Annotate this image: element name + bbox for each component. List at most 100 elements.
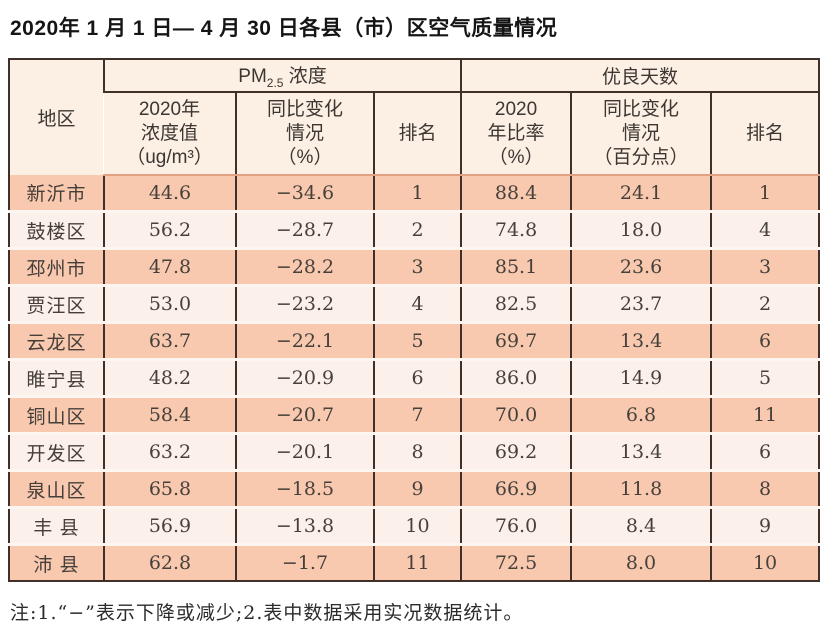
pm-change-cell: −13.8 [235,506,374,545]
pm-concentration-cell: 63.2 [103,432,236,471]
good-days-change-cell: 14.9 [570,358,712,397]
pm-rank-cell: 10 [372,506,462,545]
good-days-change-cell: 8.0 [570,543,712,581]
pm25-rank-header: 排名 [372,92,462,176]
pm-concentration-cell: 56.2 [103,210,236,249]
pm25-label: PM2.5 浓度 [238,66,327,90]
pm-change-cell: −20.7 [235,395,374,434]
region-cell: 新沂市 [9,175,104,212]
good-days-change-cell: 23.7 [570,284,712,323]
good-days-rank-cell: 6 [710,432,820,471]
pm-change-cell: −28.7 [235,210,374,249]
good-days-rate-cell: 76.0 [460,506,572,545]
region-cell: 云龙区 [9,321,104,360]
region-cell: 邳州市 [9,247,104,286]
good-days-change-cell: 13.4 [570,432,712,471]
pm-concentration-cell: 58.4 [103,395,236,434]
good-days-rank-cell: 2 [710,284,820,323]
pm-concentration-cell: 62.8 [103,543,236,581]
good-days-rate-cell: 85.1 [460,247,572,286]
pm-concentration-cell: 56.9 [103,506,236,545]
region-cell: 贾汪区 [9,284,104,323]
good-days-rate-cell: 70.0 [460,395,572,434]
table-row: 云龙区 63.7 −22.1 5 69.7 13.4 6 [9,321,820,360]
region-cell: 沛 县 [9,543,104,581]
pm-rank-cell: 6 [372,358,462,397]
pm-rank-cell: 7 [372,395,462,434]
good-days-rank-cell: 11 [710,395,820,434]
sub-header-row: 2020年 浓度值 （ug/m³） 同比变化 情况 （%） 排名 2020 年比率 （%） … [9,92,820,176]
pm-change-cell: −22.1 [235,321,374,360]
good-days-rate-cell: 82.5 [460,284,572,323]
region-cell: 泉山区 [9,469,104,508]
good-days-change-cell: 23.6 [570,247,712,286]
pm-change-cell: −20.1 [235,432,374,471]
table-row: 沛 县 62.8 −1.7 11 72.5 8.0 10 [9,543,820,581]
good-days-rank-cell: 9 [710,506,820,545]
pm-concentration-cell: 63.7 [103,321,236,360]
table-row: 开发区 63.2 −20.1 8 69.2 13.4 6 [9,432,820,471]
pm-concentration-cell: 65.8 [103,469,236,508]
pm-concentration-cell: 53.0 [103,284,236,323]
good-days-change-cell: 8.4 [570,506,712,545]
pm-concentration-cell: 47.8 [103,247,236,286]
good-days-rank-cell: 5 [710,358,820,397]
pm-rank-cell: 4 [372,284,462,323]
good-days-change-cell: 24.1 [570,175,712,212]
table-row: 邳州市 47.8 −28.2 3 85.1 23.6 3 [9,247,820,286]
pm-rank-cell: 2 [372,210,462,249]
air-quality-table: 地区 PM2.5 浓度 优良天数 2020年 浓度值 （ug/m³） 同比变化 情况（… [8,58,821,582]
good-days-rank-header: 排名 [710,92,820,176]
table-row: 贾汪区 53.0 −23.2 4 82.5 23.7 2 [9,284,820,323]
table-row: 睢宁县 48.2 −20.9 6 86.0 14.9 5 [9,358,820,397]
table-row: 铜山区 58.4 −20.7 7 70.0 6.8 11 [9,395,820,434]
pm-concentration-cell: 48.2 [103,358,236,397]
good-days-rank-cell: 8 [710,469,820,508]
good-days-rate-cell: 88.4 [460,175,572,212]
good-days-rate-cell: 66.9 [460,469,572,508]
table-body: 新沂市 44.6 −34.6 1 88.4 24.1 1 鼓楼区 56.2 −28.7 2 74.8 1… [9,175,820,581]
good-days-rank-cell: 6 [710,321,820,360]
good-days-change-cell: 13.4 [570,321,712,360]
good-days-change-cell: 18.0 [570,210,712,249]
table-header: 地区 PM2.5 浓度 优良天数 2020年 浓度值 （ug/m³） 同比变化 情况（… [9,59,820,176]
good-days-rank-cell: 4 [710,210,820,249]
pm-concentration-cell: 44.6 [103,175,236,212]
good-days-change-cell: 11.8 [570,469,712,508]
group-header-row: 地区 PM2.5 浓度 优良天数 [9,59,820,175]
pm25-value-header: 2020年 浓度值 （ug/m³） [104,92,236,176]
table-row: 新沂市 44.6 −34.6 1 88.4 24.1 1 [9,175,820,212]
good-days-rate-cell: 72.5 [460,543,572,581]
good-days-group-header: 优良天数 [460,59,820,93]
good-days-rate-cell: 69.7 [460,321,572,360]
pm25-change-header: 同比变化 情况 （%） [235,92,374,176]
pm-rank-cell: 3 [372,247,462,286]
good-days-rank-cell: 1 [710,175,820,212]
good-days-rate-cell: 69.2 [460,432,572,471]
region-cell: 开发区 [9,432,104,471]
table-row: 丰 县 56.9 −13.8 10 76.0 8.4 9 [9,506,820,545]
region-cell: 睢宁县 [9,358,104,397]
footnote: 注:1.“−”表示下降或减少;2.表中数据采用实况数据统计。 [10,602,524,624]
pm-rank-cell: 9 [372,469,462,508]
region-cell: 鼓楼区 [9,210,104,249]
pm-change-cell: −34.6 [235,175,374,212]
good-days-rate-cell: 74.8 [460,210,572,249]
pm-change-cell: −20.9 [235,358,374,397]
table-row: 鼓楼区 56.2 −28.7 2 74.8 18.0 4 [9,210,820,249]
good-days-rate-header: 2020 年比率 （%） [460,92,572,176]
pm-change-cell: −23.2 [235,284,374,323]
pm-change-cell: −18.5 [235,469,374,508]
table-row: 泉山区 65.8 −18.5 9 66.9 11.8 8 [9,469,820,508]
good-days-change-header: 同比变化 情况 （百分点） [570,92,712,176]
good-days-rank-cell: 10 [710,543,820,581]
region-cell: 铜山区 [9,395,104,434]
pm-rank-cell: 8 [372,432,462,471]
pm-rank-cell: 1 [372,175,462,212]
pm-rank-cell: 11 [372,543,462,581]
page-title: 2020年 1 月 1 日— 4 月 30 日各县（市）区空气质量情况 [10,17,558,40]
good-days-rank-cell: 3 [710,247,820,286]
region-column-header: 地区 [9,59,104,175]
pm-rank-cell: 5 [372,321,462,360]
